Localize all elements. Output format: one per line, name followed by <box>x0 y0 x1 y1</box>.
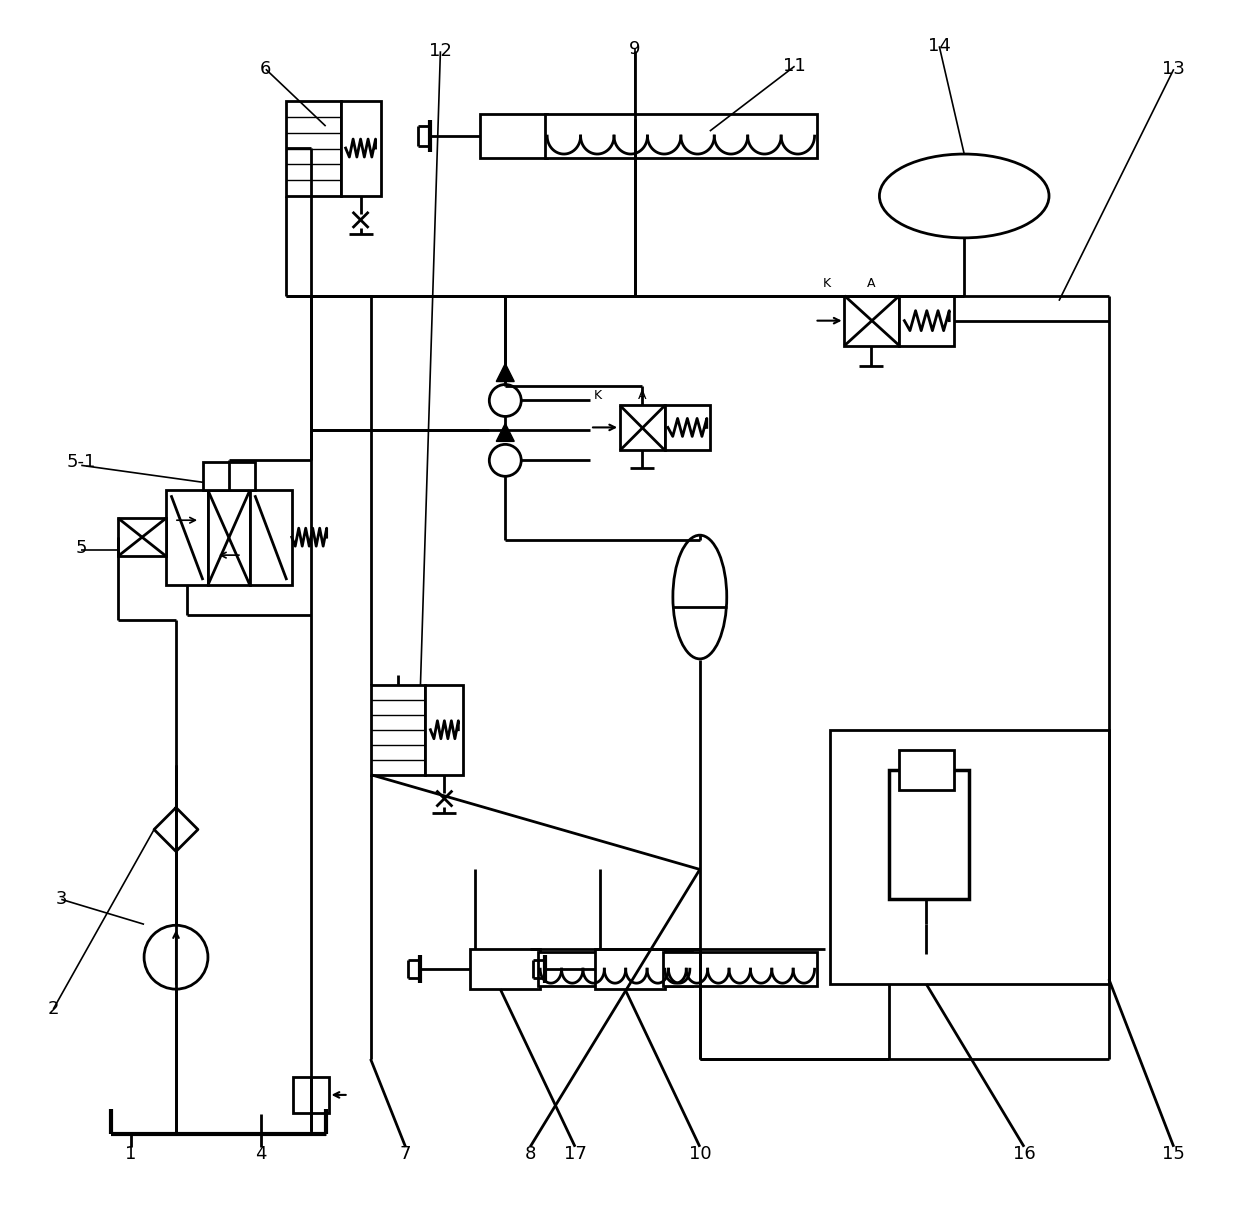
Bar <box>844 296 899 346</box>
Bar <box>595 949 665 989</box>
Bar <box>341 102 381 196</box>
Text: K: K <box>594 389 603 402</box>
Text: 7: 7 <box>399 1145 412 1163</box>
Bar <box>830 730 1109 985</box>
Text: 15: 15 <box>1162 1145 1185 1163</box>
Bar <box>425 685 464 774</box>
Polygon shape <box>496 363 515 382</box>
Text: A: A <box>637 389 646 402</box>
Bar <box>546 114 817 158</box>
Text: 12: 12 <box>429 43 451 60</box>
Text: 11: 11 <box>784 57 806 76</box>
Text: K: K <box>822 278 831 290</box>
Bar <box>203 462 255 490</box>
Text: 5: 5 <box>76 539 87 558</box>
Text: 4: 4 <box>255 1145 267 1163</box>
Text: 9: 9 <box>629 40 641 59</box>
Text: 3: 3 <box>56 890 67 909</box>
Bar <box>663 953 817 986</box>
Text: 17: 17 <box>564 1145 587 1163</box>
Bar <box>118 519 166 556</box>
Text: 5-1: 5-1 <box>67 454 95 471</box>
Polygon shape <box>496 423 515 442</box>
Bar <box>470 949 541 989</box>
Bar <box>620 406 665 450</box>
Text: 8: 8 <box>525 1145 536 1163</box>
Bar <box>166 490 208 585</box>
Text: 16: 16 <box>1013 1145 1035 1163</box>
Text: 1: 1 <box>125 1145 136 1163</box>
Text: 6: 6 <box>260 60 272 78</box>
Text: 14: 14 <box>928 37 951 55</box>
Bar <box>899 750 955 790</box>
Text: 2: 2 <box>47 1000 60 1018</box>
Bar <box>249 490 291 585</box>
Text: A: A <box>867 278 875 290</box>
Bar <box>293 1077 329 1113</box>
Bar <box>665 406 709 450</box>
Bar <box>538 953 692 986</box>
Bar <box>889 769 970 899</box>
Bar <box>899 296 955 346</box>
Bar <box>480 114 547 158</box>
Text: 13: 13 <box>1162 60 1185 78</box>
Bar <box>208 490 249 585</box>
Text: 10: 10 <box>688 1145 711 1163</box>
Bar <box>371 685 425 774</box>
Bar <box>285 102 341 196</box>
